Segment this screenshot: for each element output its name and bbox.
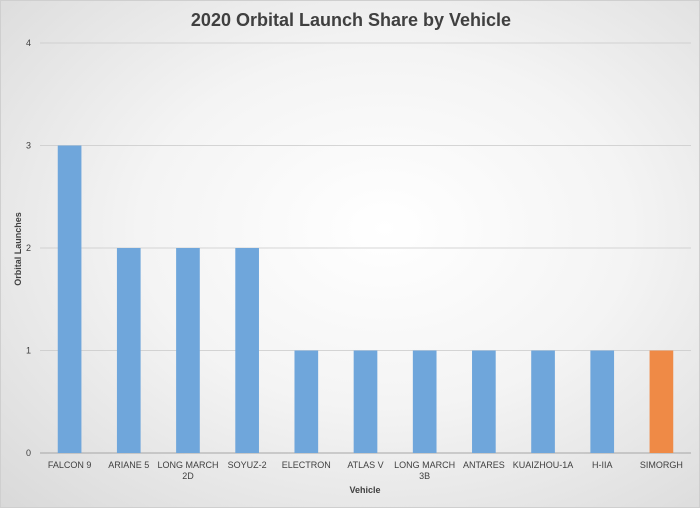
bar: [116, 248, 141, 453]
bar: [649, 350, 674, 453]
y-tick-label: 3: [26, 141, 31, 151]
bar: [531, 350, 555, 453]
bar: [235, 248, 259, 453]
y-tick-label: 4: [26, 38, 31, 48]
bar: [412, 350, 437, 453]
x-tick-label: ANTARES: [463, 460, 505, 470]
y-axis-ticks: 0 1 2 3 4: [26, 38, 31, 458]
x-tick-label: ARIANE 5: [108, 460, 149, 470]
x-tick-label: LONG MARCH: [157, 460, 218, 470]
bar: [176, 248, 200, 453]
x-tick-label: ELECTRON: [282, 460, 331, 470]
x-tick-label: ATLAS V: [347, 460, 383, 470]
x-tick-label: 2D: [182, 471, 194, 481]
bar: [472, 350, 496, 453]
x-tick-label: SIMORGH: [640, 460, 683, 470]
y-axis-title: Orbital Launches: [13, 212, 23, 286]
y-tick-label: 1: [26, 346, 31, 356]
chart-title: 2020 Orbital Launch Share by Vehicle: [191, 10, 511, 30]
x-tick-label: LONG MARCH: [394, 460, 455, 470]
bar: [590, 350, 615, 453]
x-tick-label: H-IIA: [592, 460, 613, 470]
y-tick-label: 0: [26, 448, 31, 458]
x-tick-label: 3B: [419, 471, 430, 481]
x-tick-label: FALCON 9: [48, 460, 92, 470]
x-tick-label: SOYUZ-2: [228, 460, 267, 470]
bar: [294, 350, 319, 453]
bar: [57, 145, 82, 453]
x-axis-title: Vehicle: [349, 485, 380, 495]
y-tick-label: 2: [26, 243, 31, 253]
x-tick-label: KUAIZHOU-1A: [513, 460, 574, 470]
bars: [57, 145, 674, 453]
bar: [353, 350, 378, 453]
